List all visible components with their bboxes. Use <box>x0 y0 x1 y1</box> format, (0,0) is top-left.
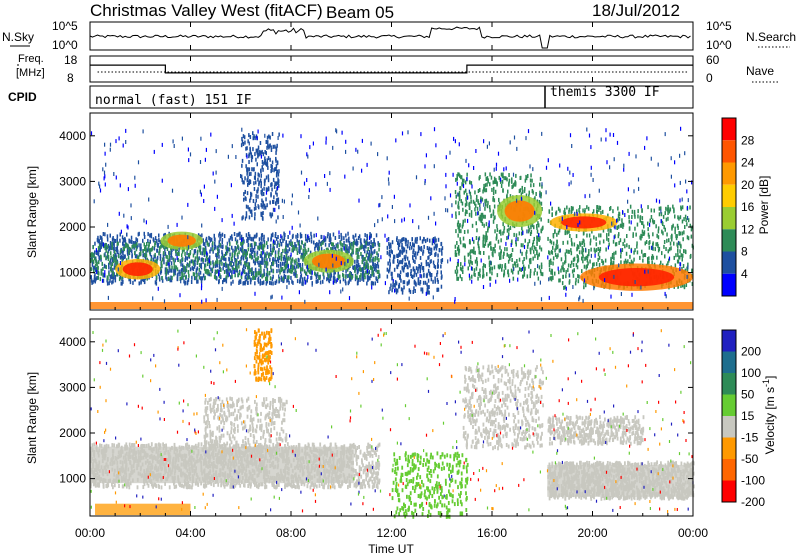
colorbar-swatch <box>722 394 736 416</box>
freq-label-2: [MHz] <box>16 67 45 79</box>
power-colorbar-label: Power [dB] <box>757 176 771 235</box>
colorbar-tick-label: -15 <box>741 431 759 445</box>
colorbar-tick-label: 50 <box>741 388 755 402</box>
ytick-label: 1000 <box>59 472 86 486</box>
colorbar-tick-label: 8 <box>741 245 748 259</box>
nave-tick-bottom: 0 <box>706 71 713 85</box>
frequency-line <box>90 64 693 74</box>
cpid-mode-normal: normal (fast) 151 IF <box>95 93 252 108</box>
nave-label: Nave <box>746 64 774 78</box>
noise-right-tick-top: 10^5 <box>706 19 732 33</box>
xtick-label: 08:00 <box>276 526 306 540</box>
colorbar-swatch <box>722 351 736 373</box>
xaxis-label: Time UT <box>368 542 414 554</box>
colorbar-swatch <box>722 207 736 230</box>
colorbar-tick-label: 28 <box>741 133 755 147</box>
colorbar-swatch <box>722 273 736 296</box>
colorbar-tick-label: 16 <box>741 200 755 214</box>
velocity-colorbar-label: Velocity [m s-1] <box>761 376 777 455</box>
colorbar-swatch <box>722 162 736 185</box>
noise-sky-line <box>89 26 691 49</box>
colorbar-swatch <box>722 229 736 252</box>
noise-tick-bottom: 10^0 <box>52 38 78 52</box>
ytick-label: 4000 <box>59 335 86 349</box>
velocity-echo-region <box>95 503 191 516</box>
xtick-label: 12:00 <box>376 526 406 540</box>
colorbar-swatch <box>722 184 736 207</box>
noise-left-label: N.Sky <box>2 30 34 44</box>
ytick-label: 3000 <box>59 380 86 394</box>
noise-panel: N.Sky 10^5 10^0 10^5 10^0 N.Search <box>2 19 796 52</box>
velocity-ylabel: Slant Range [km] <box>25 372 39 464</box>
velocity-echoes <box>90 328 695 519</box>
colorbar-swatch <box>722 118 736 141</box>
freq-tick-bottom: 8 <box>67 71 74 85</box>
velocity-panel: 4000 3000 2000 1000 Slant Range [km] 200 100… <box>25 318 777 519</box>
power-colorbar: 28 24 20 16 12 8 4 <box>721 117 755 297</box>
noise-tick-top: 10^5 <box>52 19 78 33</box>
cpid-mode-themis: themis 3300 IF <box>550 85 660 100</box>
power-echo-core <box>504 200 535 222</box>
colorbar-tick-label: -50 <box>741 452 759 466</box>
ytick-label: 2000 <box>59 220 86 234</box>
cpid-panel: CPID normal (fast) 151 IF themis 3300 IF <box>8 85 694 109</box>
power-ylabel: Slant Range [km] <box>25 166 39 258</box>
nave-tick-top: 60 <box>706 53 720 67</box>
ytick-label: 1000 <box>59 266 86 280</box>
xtick-label: 20:00 <box>577 526 607 540</box>
colorbar-swatch <box>722 480 736 502</box>
colorbar-tick-label: 20 <box>741 178 755 192</box>
freq-label-1: Freq. <box>18 53 44 65</box>
xtick-label: 00:00 <box>678 526 708 540</box>
colorbar-swatch <box>722 140 736 163</box>
colorbar-swatch <box>722 373 736 395</box>
colorbar-tick-label: 15 <box>741 409 755 423</box>
colorbar-swatch <box>722 459 736 481</box>
date-title: 18/Jul/2012 <box>592 1 680 20</box>
power-echo-core <box>122 262 153 277</box>
power-echo-core <box>167 234 196 247</box>
station-title: Christmas Valley West (fitACF) <box>90 1 323 20</box>
colorbar-swatch <box>722 437 736 459</box>
colorbar-tick-label: -200 <box>741 495 765 509</box>
noise-right-tick-bottom: 10^0 <box>706 38 732 52</box>
beam-title: Beam 05 <box>326 3 394 22</box>
colorbar-swatch <box>722 330 736 352</box>
colorbar-tick-label: 12 <box>741 222 755 236</box>
power-echo-core <box>311 253 346 269</box>
ytick-label: 3000 <box>59 174 86 188</box>
colorbar-tick-label: -100 <box>741 474 765 488</box>
frequency-panel: Freq. [MHz] 18 8 60 0 Nave <box>16 53 778 85</box>
colorbar-swatch <box>722 416 736 438</box>
colorbar-tick-label: 24 <box>741 156 755 170</box>
noise-right-label: N.Search <box>746 30 796 44</box>
colorbar-tick-label: 200 <box>741 345 761 359</box>
colorbar-tick-label: 100 <box>741 366 761 380</box>
xtick-label: 00:00 <box>75 526 105 540</box>
velocity-colorbar: 200 100 50 15 -15 -50 -100 -200 <box>721 329 765 509</box>
cpid-label: CPID <box>8 90 37 104</box>
xtick-label: 04:00 <box>175 526 205 540</box>
ytick-label: 2000 <box>59 426 86 440</box>
xtick-label: 16:00 <box>477 526 507 540</box>
colorbar-tick-label: 4 <box>741 267 748 281</box>
ytick-label: 4000 <box>59 129 86 143</box>
power-echo-core <box>598 268 675 287</box>
colorbar-swatch <box>722 251 736 274</box>
power-echo-core <box>561 216 607 229</box>
power-panel: 4000 3000 2000 1000 Slant Range [km] 28 24 20… <box>25 112 771 311</box>
time-axis: 00:00 04:00 08:00 12:00 16:00 20:00 00:00 <box>75 22 708 540</box>
velocity-echo-region <box>547 464 693 497</box>
freq-tick-top: 18 <box>64 53 78 67</box>
